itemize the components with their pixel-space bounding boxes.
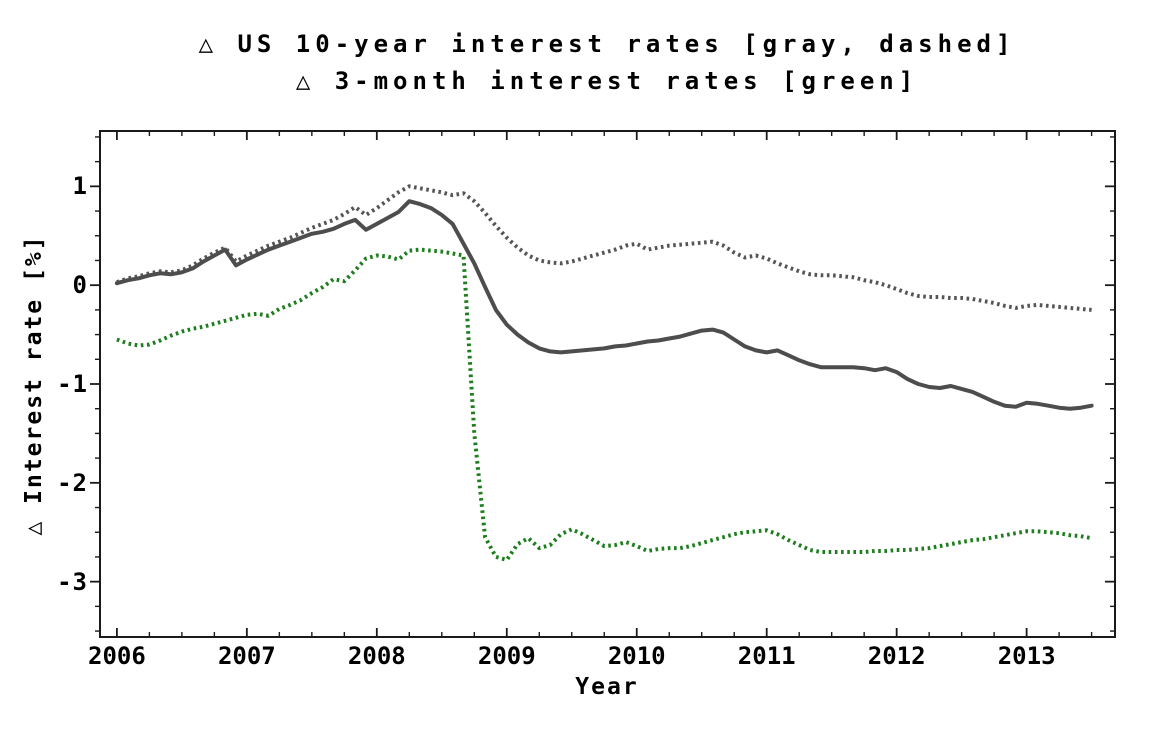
x-tick-label: 2009 (477, 642, 536, 670)
y-axis-title: △ Interest rate [%] (21, 234, 47, 536)
series-line-three-month (116, 247, 1092, 562)
y-tick-label: 0 (72, 271, 88, 300)
series-line-solid-unlabeled (114, 199, 1094, 411)
x-axis-title: Year (575, 674, 639, 700)
y-tick-label: 1 (72, 172, 88, 201)
chart-title-line1: △ US 10-year interest rates [gray, dashe… (198, 30, 1016, 58)
x-tick-label: 2007 (217, 642, 276, 670)
y-tick-label: -3 (57, 567, 88, 596)
series-line-us-10-year (116, 184, 1092, 312)
data-series (114, 184, 1094, 562)
axis-ticks (90, 131, 1115, 637)
x-tick-label: 2012 (867, 642, 926, 670)
y-tick-label: -2 (57, 468, 88, 497)
y-tick-label: -1 (57, 370, 88, 398)
x-tick-label: 2010 (607, 642, 666, 670)
x-tick-label: 2008 (347, 642, 406, 670)
x-tick-label: 2013 (997, 642, 1056, 670)
chart-title: △ US 10-year interest rates [gray, dashe… (62, 26, 1152, 100)
x-tick-label: 2011 (737, 642, 796, 670)
plot-frame (99, 130, 1116, 638)
chart-title-line2: △ 3-month interest rates [green] (295, 67, 919, 95)
x-tick-label: 2006 (87, 642, 146, 670)
frame-rect (99, 130, 1116, 638)
